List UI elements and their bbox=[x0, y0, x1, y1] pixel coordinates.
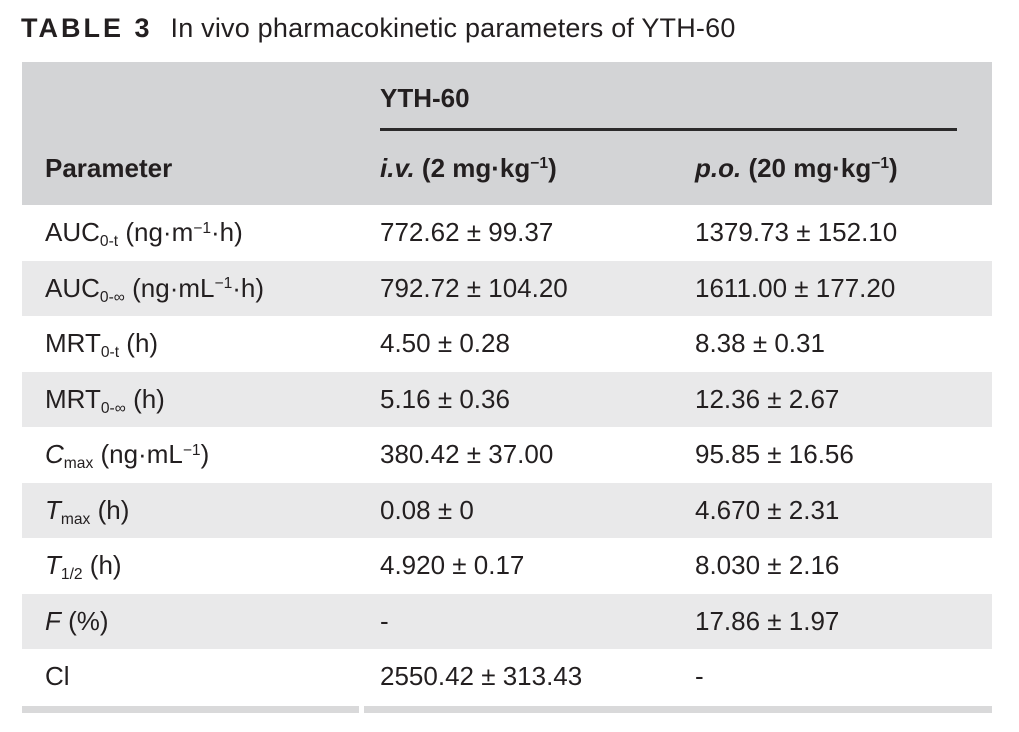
table-title: TABLE 3 In vivo pharmacokinetic parameter… bbox=[21, 12, 736, 44]
parameter-cell: Tmax (h) bbox=[22, 482, 363, 538]
po-value-cell: - bbox=[695, 661, 704, 692]
table-caption: In vivo pharmacokinetic parameters of YT… bbox=[170, 13, 736, 43]
table-body: AUC0-t (ng·m−1·h) 772.62 ± 99.37 1379.73… bbox=[22, 205, 993, 705]
group-header-cell: YTH-60 bbox=[363, 62, 993, 131]
bottom-border-segment bbox=[364, 706, 992, 713]
table-row-clearance: Cl 2550.42 ± 313.43 - bbox=[22, 649, 992, 705]
iv-value-cell: 380.42 ± 37.00 bbox=[380, 439, 554, 470]
parameter-cell: AUC0-t (ng·m−1·h) bbox=[45, 217, 243, 251]
group-header-spacer bbox=[22, 62, 363, 131]
iv-value-cell: - bbox=[363, 593, 680, 649]
column-header-po-dose: p.o. (20 mg·kg−1) bbox=[680, 131, 993, 205]
po-value-cell: 95.85 ± 16.56 bbox=[695, 439, 854, 470]
parameter-cell: Cl bbox=[45, 661, 70, 692]
table-header: YTH-60 Parameter i.v. (2 mg·kg−1) p.o. (… bbox=[22, 62, 993, 205]
iv-value-cell: 5.16 ± 0.36 bbox=[363, 371, 680, 427]
table-row-thalf: T1/2 (h) 4.920 ± 0.17 8.030 ± 2.16 bbox=[22, 538, 992, 594]
iv-value-cell: 2550.42 ± 313.43 bbox=[380, 661, 583, 692]
parameter-cell: MRT0-∞ (h) bbox=[22, 371, 363, 427]
iv-value-cell: 792.72 ± 104.20 bbox=[363, 260, 680, 316]
column-header-parameter: Parameter bbox=[22, 131, 363, 205]
parameter-cell: Cmax (ng·mL−1) bbox=[45, 439, 210, 473]
table-bottom-border bbox=[22, 706, 992, 713]
parameter-cell: T1/2 (h) bbox=[45, 550, 122, 584]
table-row-tmax: Tmax (h) 0.08 ± 0 4.670 ± 2.31 bbox=[22, 482, 993, 538]
table-row-auc0t: AUC0-t (ng·m−1·h) 772.62 ± 99.37 1379.73… bbox=[22, 205, 992, 261]
table-row-cmax: Cmax (ng·mL−1) 380.42 ± 37.00 95.85 ± 16… bbox=[22, 427, 992, 483]
parameter-cell: AUC0-∞ (ng·mL−1·h) bbox=[22, 260, 363, 316]
group-header-label: YTH-60 bbox=[380, 83, 470, 113]
po-value-cell: 8.030 ± 2.16 bbox=[695, 550, 840, 581]
table-row-mrt0t: MRT0-t (h) 4.50 ± 0.28 8.38 ± 0.31 bbox=[22, 316, 992, 372]
iv-value-cell: 4.50 ± 0.28 bbox=[380, 328, 510, 359]
table-row-auc0inf: AUC0-∞ (ng·mL−1·h) 792.72 ± 104.20 1611.… bbox=[22, 260, 993, 316]
bottom-border-segment bbox=[22, 706, 359, 713]
parameter-cell: MRT0-t (h) bbox=[45, 328, 159, 362]
iv-value-cell: 0.08 ± 0 bbox=[363, 482, 680, 538]
column-header-row: Parameter i.v. (2 mg·kg−1) p.o. (20 mg·k… bbox=[22, 131, 993, 205]
po-value-cell: 1611.00 ± 177.20 bbox=[680, 260, 993, 316]
table-number-label: TABLE 3 bbox=[21, 13, 153, 43]
po-value-cell: 17.86 ± 1.97 bbox=[680, 593, 993, 649]
pharmacokinetics-table: YTH-60 Parameter i.v. (2 mg·kg−1) p.o. (… bbox=[22, 62, 993, 705]
iv-value-cell: 4.920 ± 0.17 bbox=[380, 550, 525, 581]
group-header-rule: YTH-60 bbox=[380, 65, 958, 131]
table-row-bioavailability: F (%) - 17.86 ± 1.97 bbox=[22, 593, 993, 649]
po-value-cell: 8.38 ± 0.31 bbox=[695, 328, 825, 359]
table-row-mrt0inf: MRT0-∞ (h) 5.16 ± 0.36 12.36 ± 2.67 bbox=[22, 371, 993, 427]
column-header-iv-dose: i.v. (2 mg·kg−1) bbox=[363, 131, 680, 205]
po-value-cell: 12.36 ± 2.67 bbox=[680, 371, 993, 427]
iv-value-cell: 772.62 ± 99.37 bbox=[380, 217, 554, 248]
po-value-cell: 4.670 ± 2.31 bbox=[680, 482, 993, 538]
po-value-cell: 1379.73 ± 152.10 bbox=[695, 217, 898, 248]
parameter-cell: F (%) bbox=[22, 593, 363, 649]
group-header-row: YTH-60 bbox=[22, 62, 993, 131]
